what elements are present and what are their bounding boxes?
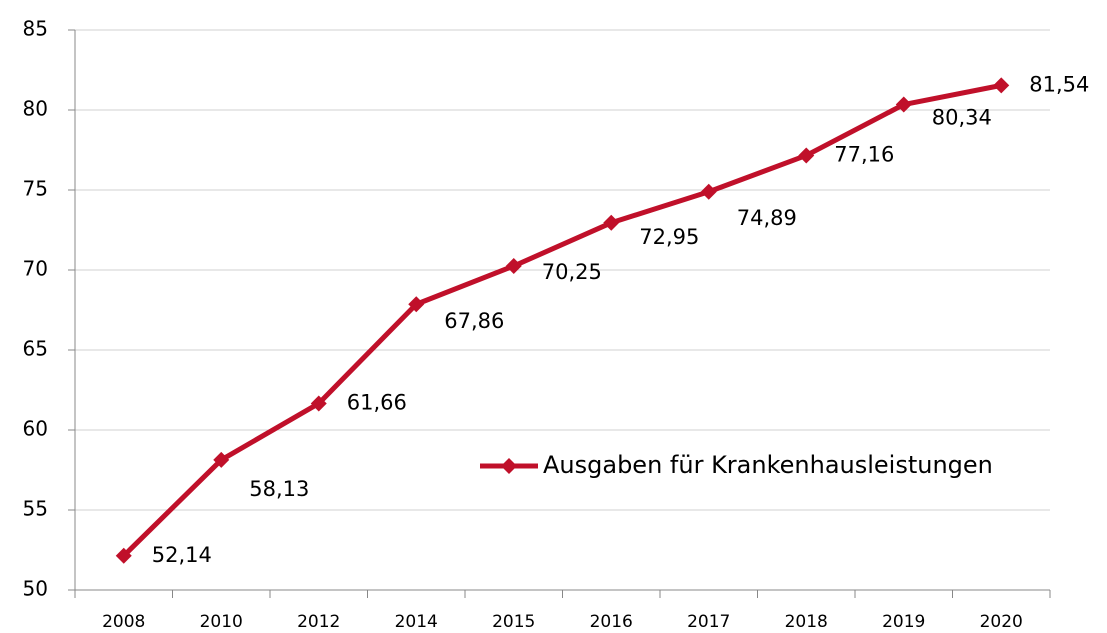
marker [408,296,425,313]
x-tick-label: 2010 [200,612,243,632]
x-tick-label: 2008 [102,612,145,632]
x-tick-label: 2015 [492,612,535,632]
x-tick-label: 2017 [687,612,730,632]
x-tick-label: 2016 [590,612,633,632]
marker [213,451,230,468]
x-tick-label: 2014 [395,612,438,632]
y-tick-label: 85 [23,17,48,41]
y-tick-label: 55 [23,497,48,521]
y-tick-label: 50 [23,577,48,601]
marker [310,395,327,412]
y-tick-label: 60 [23,417,48,441]
y-tick-label: 75 [23,177,48,201]
value-label: 52,14 [152,543,212,567]
value-label: 72,95 [639,225,699,249]
marker [603,214,620,231]
value-label: 61,66 [347,390,407,414]
y-tick-label: 80 [23,97,48,121]
value-label: 67,86 [444,309,504,333]
y-tick-label: 70 [23,257,48,281]
value-label: 74,89 [737,206,797,230]
value-label: 81,54 [1029,72,1089,96]
value-label: 58,13 [249,477,309,501]
marker [700,183,717,200]
value-label: 77,16 [834,142,894,166]
x-tick-label: 2018 [785,612,828,632]
x-tick-label: 2020 [980,612,1023,632]
x-tick-label: 2019 [882,612,925,632]
marker [115,547,132,564]
marker [895,96,912,113]
marker [798,147,815,164]
marker [993,77,1010,94]
x-tick-label: 2012 [297,612,340,632]
y-tick-label: 65 [23,337,48,361]
marker [505,258,522,274]
value-label: 70,25 [542,260,602,284]
line [121,82,1002,558]
value-label: 80,34 [932,106,992,130]
legend-label: Ausgaben für Krankenhausleistungen [543,451,993,479]
legend-marker [501,458,517,474]
